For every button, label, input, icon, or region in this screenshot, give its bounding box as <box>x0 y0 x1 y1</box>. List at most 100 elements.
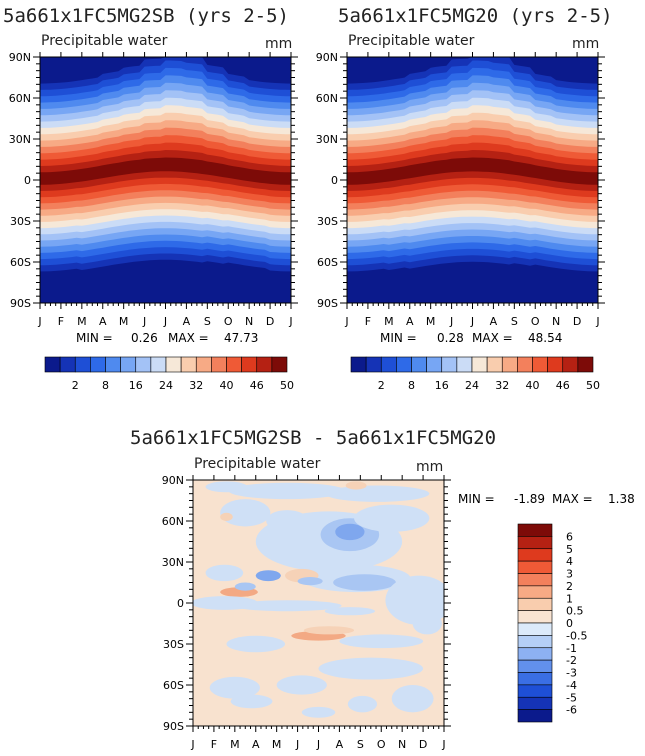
panel-c-colorbar-swatch <box>517 585 553 599</box>
panel-a-colorbar-swatch <box>105 356 121 373</box>
difference-patch <box>255 570 281 582</box>
panel-b-colorbar-swatch <box>350 356 367 373</box>
panel-c-colorbar-swatch <box>517 597 553 611</box>
panel-b-colorbar-swatch <box>471 356 488 373</box>
panel-c-x-tick-label: F <box>211 738 217 751</box>
panel-a-units: mm <box>265 36 292 52</box>
panel-b-x-tick-label: J <box>449 315 453 328</box>
panel-a-x-tick-label: J <box>163 315 167 328</box>
panel-a-colorbar-label: 50 <box>280 379 294 392</box>
difference-patch <box>385 575 444 625</box>
panel-a-colorbar-label: 32 <box>189 379 203 392</box>
panel-b-colorbar-label: 32 <box>495 379 509 392</box>
panel-a-x-tick-label: J <box>288 315 292 328</box>
panel-a-x-tick-label: J <box>142 315 146 328</box>
panel-c-x-tick-label: J <box>295 738 299 751</box>
panel-a-colorbar-swatch <box>165 356 182 373</box>
panel-c-colorbar-swatch <box>517 659 553 673</box>
difference-patch <box>266 510 309 532</box>
panel-c-x-tick-label: A <box>336 738 344 751</box>
panel-b-x-tick-label: N <box>552 315 560 328</box>
panel-a-colorbar-swatch <box>226 356 242 373</box>
panel-a-colorbar-label: 40 <box>220 379 234 392</box>
panel-c-y-tick-label: 30N <box>162 556 184 569</box>
panel-c-colorbar-label: 5 <box>566 543 573 556</box>
panel-a-colorbar-swatch <box>256 356 273 373</box>
panel-a-colorbar-label: 46 <box>250 379 264 392</box>
panel-a-title: 5a661x1FC5MG2SB (yrs 2-5) <box>3 5 289 27</box>
panel-b-colorbar-label: 2 <box>378 379 385 392</box>
difference-patch <box>205 481 248 493</box>
difference-patch <box>354 504 430 532</box>
panel-c-y-tick-label: 0 <box>177 597 184 610</box>
panel-a-colorbar-swatch <box>90 356 106 373</box>
panel-model-a: 5a661x1FC5MG2SB (yrs 2-5) Precipitable w… <box>3 5 298 392</box>
difference-patch <box>391 685 434 713</box>
panel-b-y-tick-label: 90S <box>317 297 338 310</box>
panel-b-y-tick-label: 30S <box>317 215 338 228</box>
panel-a-y-tick-label: 60S <box>10 256 31 269</box>
panel-a-colorbar-swatch <box>59 356 76 373</box>
panel-b-colorbar-swatch <box>532 356 548 373</box>
panel-a-colorbar-label: 16 <box>129 379 143 392</box>
panel-b-colorbar-swatch <box>517 356 533 373</box>
panel-c-colorbar-swatch <box>517 672 553 686</box>
panel-b-colorbar-label: 46 <box>556 379 570 392</box>
difference-patch <box>230 694 273 709</box>
panel-c-colorbar-swatch <box>517 610 553 624</box>
panel-b-y-tick-label: 0 <box>331 174 338 187</box>
panel-c-colorbar-label: 1 <box>566 592 573 605</box>
panel-a-colorbar-label: 24 <box>159 379 173 392</box>
panel-c-colorbar-swatch <box>517 536 553 550</box>
panel-b-colorbar-label: 50 <box>586 379 600 392</box>
panel-a-colorbar-swatch <box>180 356 197 373</box>
panel-c-x-tick-label: D <box>419 738 427 751</box>
panel-b-subtitle: Precipitable water <box>348 33 475 49</box>
difference-patch <box>297 577 323 586</box>
difference-patch <box>220 499 271 527</box>
panel-c-colorbar-swatch <box>517 709 553 723</box>
panel-c-colorbar-swatch <box>517 622 553 636</box>
panel-c-y-tick-label: 90N <box>162 474 184 487</box>
panel-c-min-label: MIN = <box>458 492 495 506</box>
panel-a-colorbar-swatch <box>211 356 227 373</box>
difference-patch <box>347 695 378 713</box>
panel-c-colorbar-label: 2 <box>566 580 573 593</box>
panel-b-colorbar-swatch <box>365 356 382 373</box>
panel-c-colorbar-label: 0.5 <box>566 605 584 618</box>
panel-a-x-tick-label: A <box>99 315 107 328</box>
panel-a-max-label: MAX = <box>168 331 209 345</box>
panel-b-colorbar-swatch <box>456 356 473 373</box>
panel-a-contour-bands <box>40 57 291 272</box>
panel-c-colorbar-swatch <box>517 560 553 574</box>
panel-b-colorbar-swatch <box>380 356 397 373</box>
panel-c-colorbar-swatch <box>517 548 553 562</box>
panel-b-y-tick-label: 60S <box>317 256 338 269</box>
panel-c-x-tick-label: N <box>398 738 406 751</box>
panel-c-units: mm <box>416 459 443 475</box>
panel-a-y-tick-label: 0 <box>24 174 31 187</box>
difference-patch <box>335 523 365 541</box>
panel-b-x-tick-label: O <box>531 315 540 328</box>
panel-c-colorbar-label: -2 <box>566 654 577 667</box>
panel-b-x-tick-label: M <box>426 315 436 328</box>
panel-c-colorbar-label: 0 <box>566 617 573 630</box>
panel-c-x-tick-label: J <box>316 738 320 751</box>
panel-b-x-tick-label: S <box>511 315 518 328</box>
panel-difference: 5a661x1FC5MG2SB - 5a661x1FC5MG20 Precipi… <box>130 427 635 751</box>
panel-c-subtitle: Precipitable water <box>194 456 321 472</box>
panel-b-contour-band <box>347 157 598 185</box>
panel-b-x-tick-label: J <box>470 315 474 328</box>
panel-b-x-tick-label: A <box>406 315 414 328</box>
panel-a-colorbar-swatch <box>74 356 91 373</box>
panel-c-colorbar-label: 6 <box>566 530 573 543</box>
panel-b-max-label: MAX = <box>472 331 513 345</box>
panel-c-max-value: 1.38 <box>608 492 635 506</box>
panel-b-units: mm <box>572 36 599 52</box>
panel-c-y-tick-label: 60N <box>162 515 184 528</box>
panel-a-x-tick-label: M <box>119 315 129 328</box>
